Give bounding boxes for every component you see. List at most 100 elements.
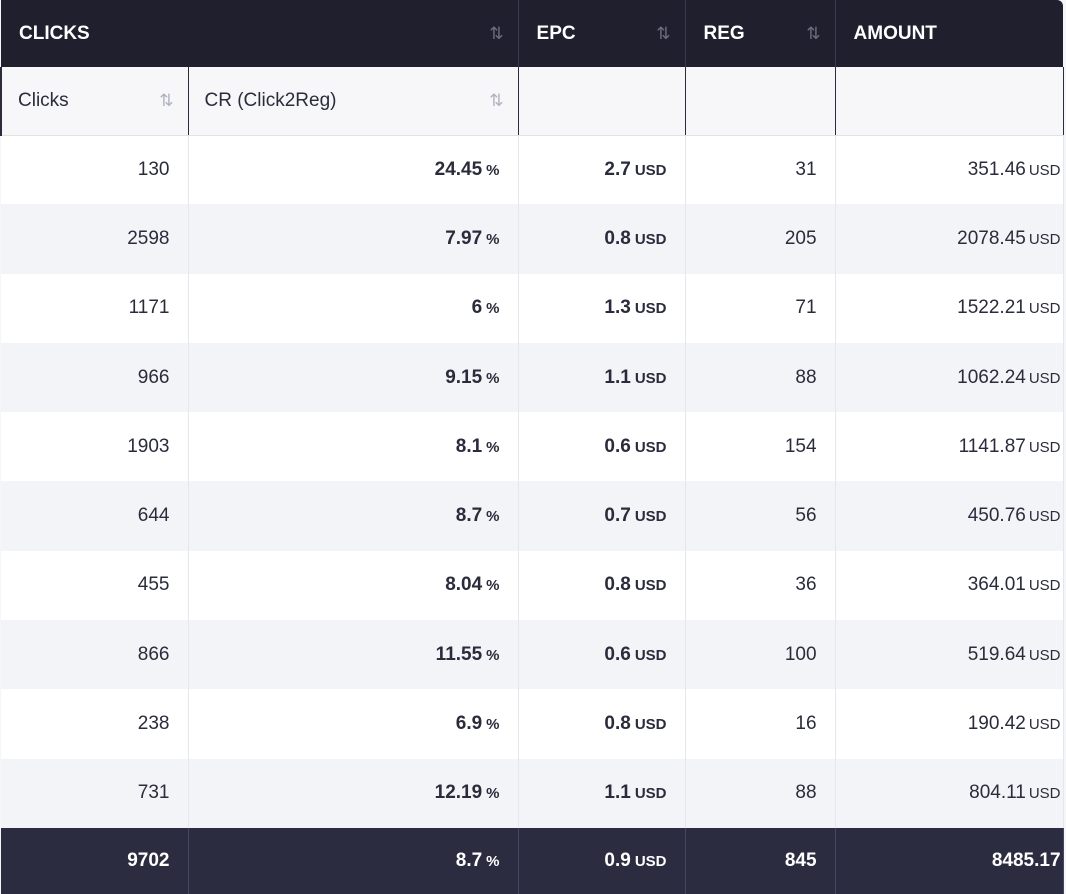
cell-cr: 6% xyxy=(188,273,519,343)
currency-unit: USD xyxy=(634,716,667,734)
table-row: 130 24.45% 2.7 USD 31 351.46 USD xyxy=(1,135,1064,205)
cell-reg: 88 xyxy=(685,758,836,828)
table-row: 1903 8.1% 0.6 USD 154 1141.87 USD xyxy=(1,412,1064,482)
cell-epc: 0.6 USD xyxy=(518,620,686,690)
table-row: 731 12.19% 1.1 USD 88 804.11 USD xyxy=(1,758,1064,828)
column-header-epc-label: EPC xyxy=(536,22,576,44)
currency-unit: USD xyxy=(634,577,667,595)
table-row: 1171 6% 1.3 USD 71 1522.21 USD xyxy=(1,273,1064,343)
cell-amount: 364.01 USD xyxy=(835,550,1064,621)
cell-amount-value: 1522.21 xyxy=(957,297,1026,319)
currency-unit: USD xyxy=(1028,577,1061,595)
cell-amount-value: 519.64 xyxy=(967,643,1026,665)
cell-amount: 1062.24 USD xyxy=(835,342,1064,413)
cell-epc-value: 0.8 xyxy=(604,227,631,249)
cell-clicks: 1171 xyxy=(1,273,189,343)
subheader-row: Clicks ⇅ CR (Click2Reg) ⇅ xyxy=(0,67,1064,136)
cell-clicks: 238 xyxy=(1,689,189,759)
total-epc: 0.9 USD xyxy=(518,827,686,894)
cell-clicks: 731 xyxy=(1,758,189,828)
currency-unit: USD xyxy=(634,300,667,318)
cell-reg: 88 xyxy=(685,342,836,413)
column-header-reg[interactable]: REG ⇅ xyxy=(685,0,836,67)
cell-cr-value: 11.55 xyxy=(435,643,483,665)
cell-cr-value: 9.15 xyxy=(445,366,483,388)
cell-cr: 11.55% xyxy=(188,620,519,690)
cell-clicks: 966 xyxy=(1,342,189,413)
cell-clicks: 644 xyxy=(1,481,189,551)
subheader-empty xyxy=(685,67,836,136)
currency-unit: USD xyxy=(1028,785,1061,803)
cell-reg: 154 xyxy=(685,412,836,482)
cell-amount: 519.64 USD xyxy=(835,620,1064,690)
cell-reg: 36 xyxy=(685,550,836,621)
sort-icon[interactable]: ⇅ xyxy=(159,91,174,110)
cell-cr-value: 24.45 xyxy=(434,158,483,180)
cell-amount-value: 364.01 xyxy=(967,574,1026,596)
column-header-clicks-label: CLICKS xyxy=(19,22,90,44)
cell-cr: 8.04% xyxy=(188,550,519,621)
currency-unit: USD xyxy=(1028,161,1061,179)
column-header-clicks[interactable]: CLICKS ⇅ xyxy=(1,0,519,67)
column-header-amount: AMOUNT xyxy=(835,0,1064,67)
subheader-cr[interactable]: CR (Click2Reg) ⇅ xyxy=(188,67,519,136)
cell-clicks: 866 xyxy=(1,620,189,690)
cell-reg: 31 xyxy=(685,135,836,205)
cell-clicks: 130 xyxy=(1,135,189,205)
currency-unit: USD xyxy=(1028,369,1061,387)
cell-epc: 2.7 USD xyxy=(518,135,686,205)
total-reg: 845 xyxy=(685,827,836,894)
percent-unit: % xyxy=(486,161,500,179)
percent-unit: % xyxy=(486,369,500,387)
cell-cr: 7.97% xyxy=(188,204,519,274)
cell-cr: 8.7% xyxy=(188,481,519,551)
total-epc-value: 0.9 xyxy=(604,849,631,871)
subheader-clicks-label: Clicks xyxy=(18,89,69,111)
currency-unit: USD xyxy=(1028,508,1061,526)
cell-reg: 56 xyxy=(685,481,836,551)
currency-unit: USD xyxy=(634,230,667,248)
table-row: 2598 7.97% 0.8 USD 205 2078.45 USD xyxy=(1,204,1064,274)
cell-epc-value: 0.7 xyxy=(604,505,631,527)
cell-epc-value: 0.8 xyxy=(604,713,631,735)
cell-clicks: 2598 xyxy=(1,204,189,274)
subheader-clicks[interactable]: Clicks ⇅ xyxy=(0,67,189,136)
percent-unit: % xyxy=(486,852,500,870)
sort-icon[interactable]: ⇅ xyxy=(489,91,504,110)
percent-unit: % xyxy=(486,300,500,318)
currency-unit: USD xyxy=(1028,646,1061,664)
cell-amount-value: 2078.45 xyxy=(957,227,1026,249)
percent-unit: % xyxy=(486,438,500,456)
currency-unit: USD xyxy=(634,852,667,870)
column-header-amount-label: AMOUNT xyxy=(853,22,937,44)
sort-icon[interactable]: ⇅ xyxy=(656,24,671,43)
currency-unit: USD xyxy=(634,438,667,456)
currency-unit: USD xyxy=(634,785,667,803)
cell-amount: 190.42 USD xyxy=(835,689,1064,759)
cell-cr: 9.15% xyxy=(188,342,519,413)
cell-amount-value: 351.46 xyxy=(967,158,1026,180)
column-header-epc[interactable]: EPC ⇅ xyxy=(518,0,686,67)
cell-epc: 1.1 USD xyxy=(518,342,686,413)
table-body: 130 24.45% 2.7 USD 31 351.46 USD 2598 7.97% 0.8 US… xyxy=(1,135,1064,828)
percent-unit: % xyxy=(486,230,500,248)
cell-epc: 0.7 USD xyxy=(518,481,686,551)
cell-amount: 804.11 USD xyxy=(835,758,1064,828)
cell-cr-value: 6 xyxy=(471,297,483,319)
cell-epc: 0.8 USD xyxy=(518,689,686,759)
cell-epc-value: 0.6 xyxy=(604,643,631,665)
cell-epc: 0.6 USD xyxy=(518,412,686,482)
sort-icon[interactable]: ⇅ xyxy=(489,24,504,43)
cell-cr-value: 12.19 xyxy=(434,782,483,804)
currency-unit: USD xyxy=(1028,300,1061,318)
cell-reg: 205 xyxy=(685,204,836,274)
column-header-reg-label: REG xyxy=(703,22,745,44)
cell-epc: 0.8 USD xyxy=(518,550,686,621)
cell-cr: 12.19% xyxy=(188,758,519,828)
cell-epc: 0.8 USD xyxy=(518,204,686,274)
cell-epc-value: 1.1 xyxy=(604,366,631,388)
sort-icon[interactable]: ⇅ xyxy=(806,24,821,43)
table-row: 966 9.15% 1.1 USD 88 1062.24 USD xyxy=(1,342,1064,413)
cell-cr-value: 8.04 xyxy=(445,574,483,596)
